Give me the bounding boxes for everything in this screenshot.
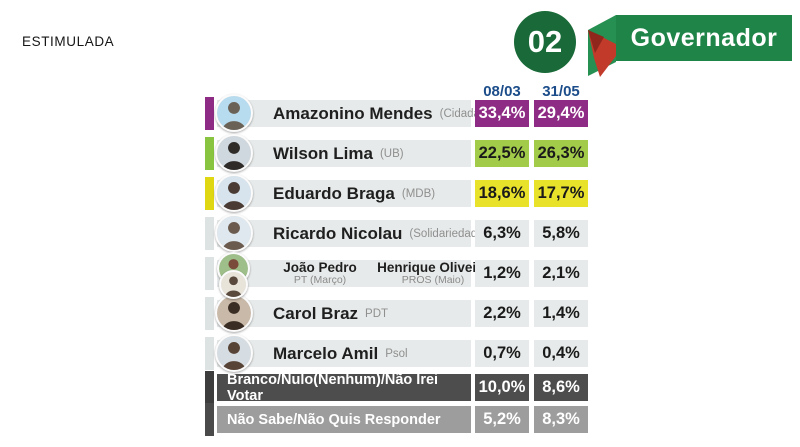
poll-value-3105: 8,3% bbox=[534, 406, 588, 433]
candidate-photo bbox=[215, 174, 253, 212]
poll-value-0803: 0,7% bbox=[475, 340, 529, 367]
option-plate: Não Sabe/Não Quis Responder bbox=[217, 406, 471, 433]
poll-value-3105: 17,7% bbox=[534, 180, 588, 207]
option-plate: Branco/Nulo(Nenhum)/Não Irei Votar bbox=[217, 371, 471, 404]
candidate-name: Amazonino Mendes bbox=[273, 103, 433, 123]
party-color-bar bbox=[205, 257, 214, 290]
question-number-badge: 02 bbox=[514, 11, 576, 73]
option-label: Branco/Nulo(Nenhum)/Não Irei Votar bbox=[227, 371, 439, 404]
poll-results-table: 08/03 31/05 Amazonino Mendes (Cidadania)… bbox=[205, 83, 595, 443]
poll-value-0803: 10,0% bbox=[475, 374, 529, 401]
candidate-name: Carol Braz bbox=[273, 303, 359, 323]
row-color-bar bbox=[205, 403, 214, 436]
poll-value-3105: 8,6% bbox=[534, 374, 588, 401]
candidate-plate: Ricardo Nicolau (Solidariedade) bbox=[217, 220, 487, 247]
party-color-bar bbox=[205, 137, 214, 170]
candidate-row: Carol Braz PDT 2,2% 1,4% bbox=[205, 294, 595, 332]
dont-know-row: Não Sabe/Não Quis Responder 5,2% 8,3% bbox=[205, 403, 595, 436]
poll-value-3105: 2,1% bbox=[534, 260, 588, 287]
candidate-photo bbox=[215, 294, 253, 332]
candidate-photo bbox=[215, 134, 253, 172]
candidate-party: Psol bbox=[385, 347, 408, 360]
poll-value-0803: 18,6% bbox=[475, 180, 529, 207]
candidate-row: Ricardo Nicolau (Solidariedade) 6,3% 5,8… bbox=[205, 214, 595, 252]
row-color-bar bbox=[205, 371, 214, 404]
candidate-name: Ricardo Nicolau bbox=[273, 223, 403, 243]
option-label: Não Sabe/Não Quis Responder bbox=[227, 411, 441, 428]
candidate-party: (Solidariedade) bbox=[409, 227, 488, 240]
candidate-party: PROS (Maio) bbox=[401, 274, 465, 286]
candidate-photo bbox=[215, 214, 253, 252]
candidate-plate: Carol Braz PDT bbox=[217, 300, 471, 327]
poll-value-0803: 2,2% bbox=[475, 300, 529, 327]
candidate-name: João Pedro bbox=[283, 260, 357, 275]
candidate-name: Wilson Lima bbox=[273, 143, 373, 163]
candidate-row: Eduardo Braga (MDB) 18,6% 17,7% bbox=[205, 174, 595, 212]
poll-value-0803: 6,3% bbox=[475, 220, 529, 247]
candidate-plate: Eduardo Braga (MDB) bbox=[217, 180, 471, 207]
column-header-0803: 08/03 bbox=[483, 83, 521, 100]
candidate-name: Henrique Oliveira bbox=[377, 260, 489, 275]
candidate-party: (UB) bbox=[379, 147, 404, 160]
poll-value-0803: 5,2% bbox=[475, 406, 529, 433]
ribbon-shape-icon bbox=[588, 15, 792, 77]
candidate-plate: Marcelo Amil Psol bbox=[217, 340, 471, 367]
governor-ribbon: Governador bbox=[586, 6, 796, 78]
candidate-name: Eduardo Braga bbox=[273, 183, 395, 203]
poll-value-0803: 1,2% bbox=[475, 260, 529, 287]
candidate-row-dual: João Pedro PT (Março) Henrique Oliveira … bbox=[205, 252, 595, 299]
party-color-bar bbox=[205, 337, 214, 370]
candidate-photo bbox=[215, 94, 253, 132]
party-color-bar bbox=[205, 97, 214, 130]
survey-type-label: ESTIMULADA bbox=[22, 34, 115, 49]
blank-null-row: Branco/Nulo(Nenhum)/Não Irei Votar 10,0%… bbox=[205, 371, 595, 404]
candidate-photo bbox=[215, 334, 253, 372]
poll-value-3105: 5,8% bbox=[534, 220, 588, 247]
ribbon-title: Governador bbox=[630, 23, 778, 52]
candidate-plate: Amazonino Mendes (Cidadania) bbox=[217, 100, 499, 127]
poll-value-3105: 26,3% bbox=[534, 140, 588, 167]
column-header-3105: 31/05 bbox=[542, 83, 580, 100]
candidate-plate: João Pedro PT (Março) Henrique Oliveira … bbox=[217, 260, 489, 287]
candidate-photo bbox=[219, 270, 248, 299]
candidate-row: Wilson Lima (UB) 22,5% 26,3% bbox=[205, 134, 595, 172]
candidate-plate: Wilson Lima (UB) bbox=[217, 140, 471, 167]
party-color-bar bbox=[205, 217, 214, 250]
poll-value-3105: 1,4% bbox=[534, 300, 588, 327]
candidate-party: PDT bbox=[365, 307, 389, 320]
candidate-row: Amazonino Mendes (Cidadania) 33,4% 29,4% bbox=[205, 94, 595, 132]
party-color-bar bbox=[205, 177, 214, 210]
poll-value-0803: 22,5% bbox=[475, 140, 529, 167]
poll-value-0803: 33,4% bbox=[475, 100, 529, 127]
poll-value-3105: 29,4% bbox=[534, 100, 588, 127]
candidate-party: PT (Março) bbox=[293, 274, 347, 286]
party-color-bar bbox=[205, 297, 214, 330]
poll-value-3105: 0,4% bbox=[534, 340, 588, 367]
candidate-party: (MDB) bbox=[401, 187, 436, 200]
candidate-row: Marcelo Amil Psol 0,7% 0,4% bbox=[205, 334, 595, 372]
candidate-name: Marcelo Amil bbox=[273, 343, 379, 363]
